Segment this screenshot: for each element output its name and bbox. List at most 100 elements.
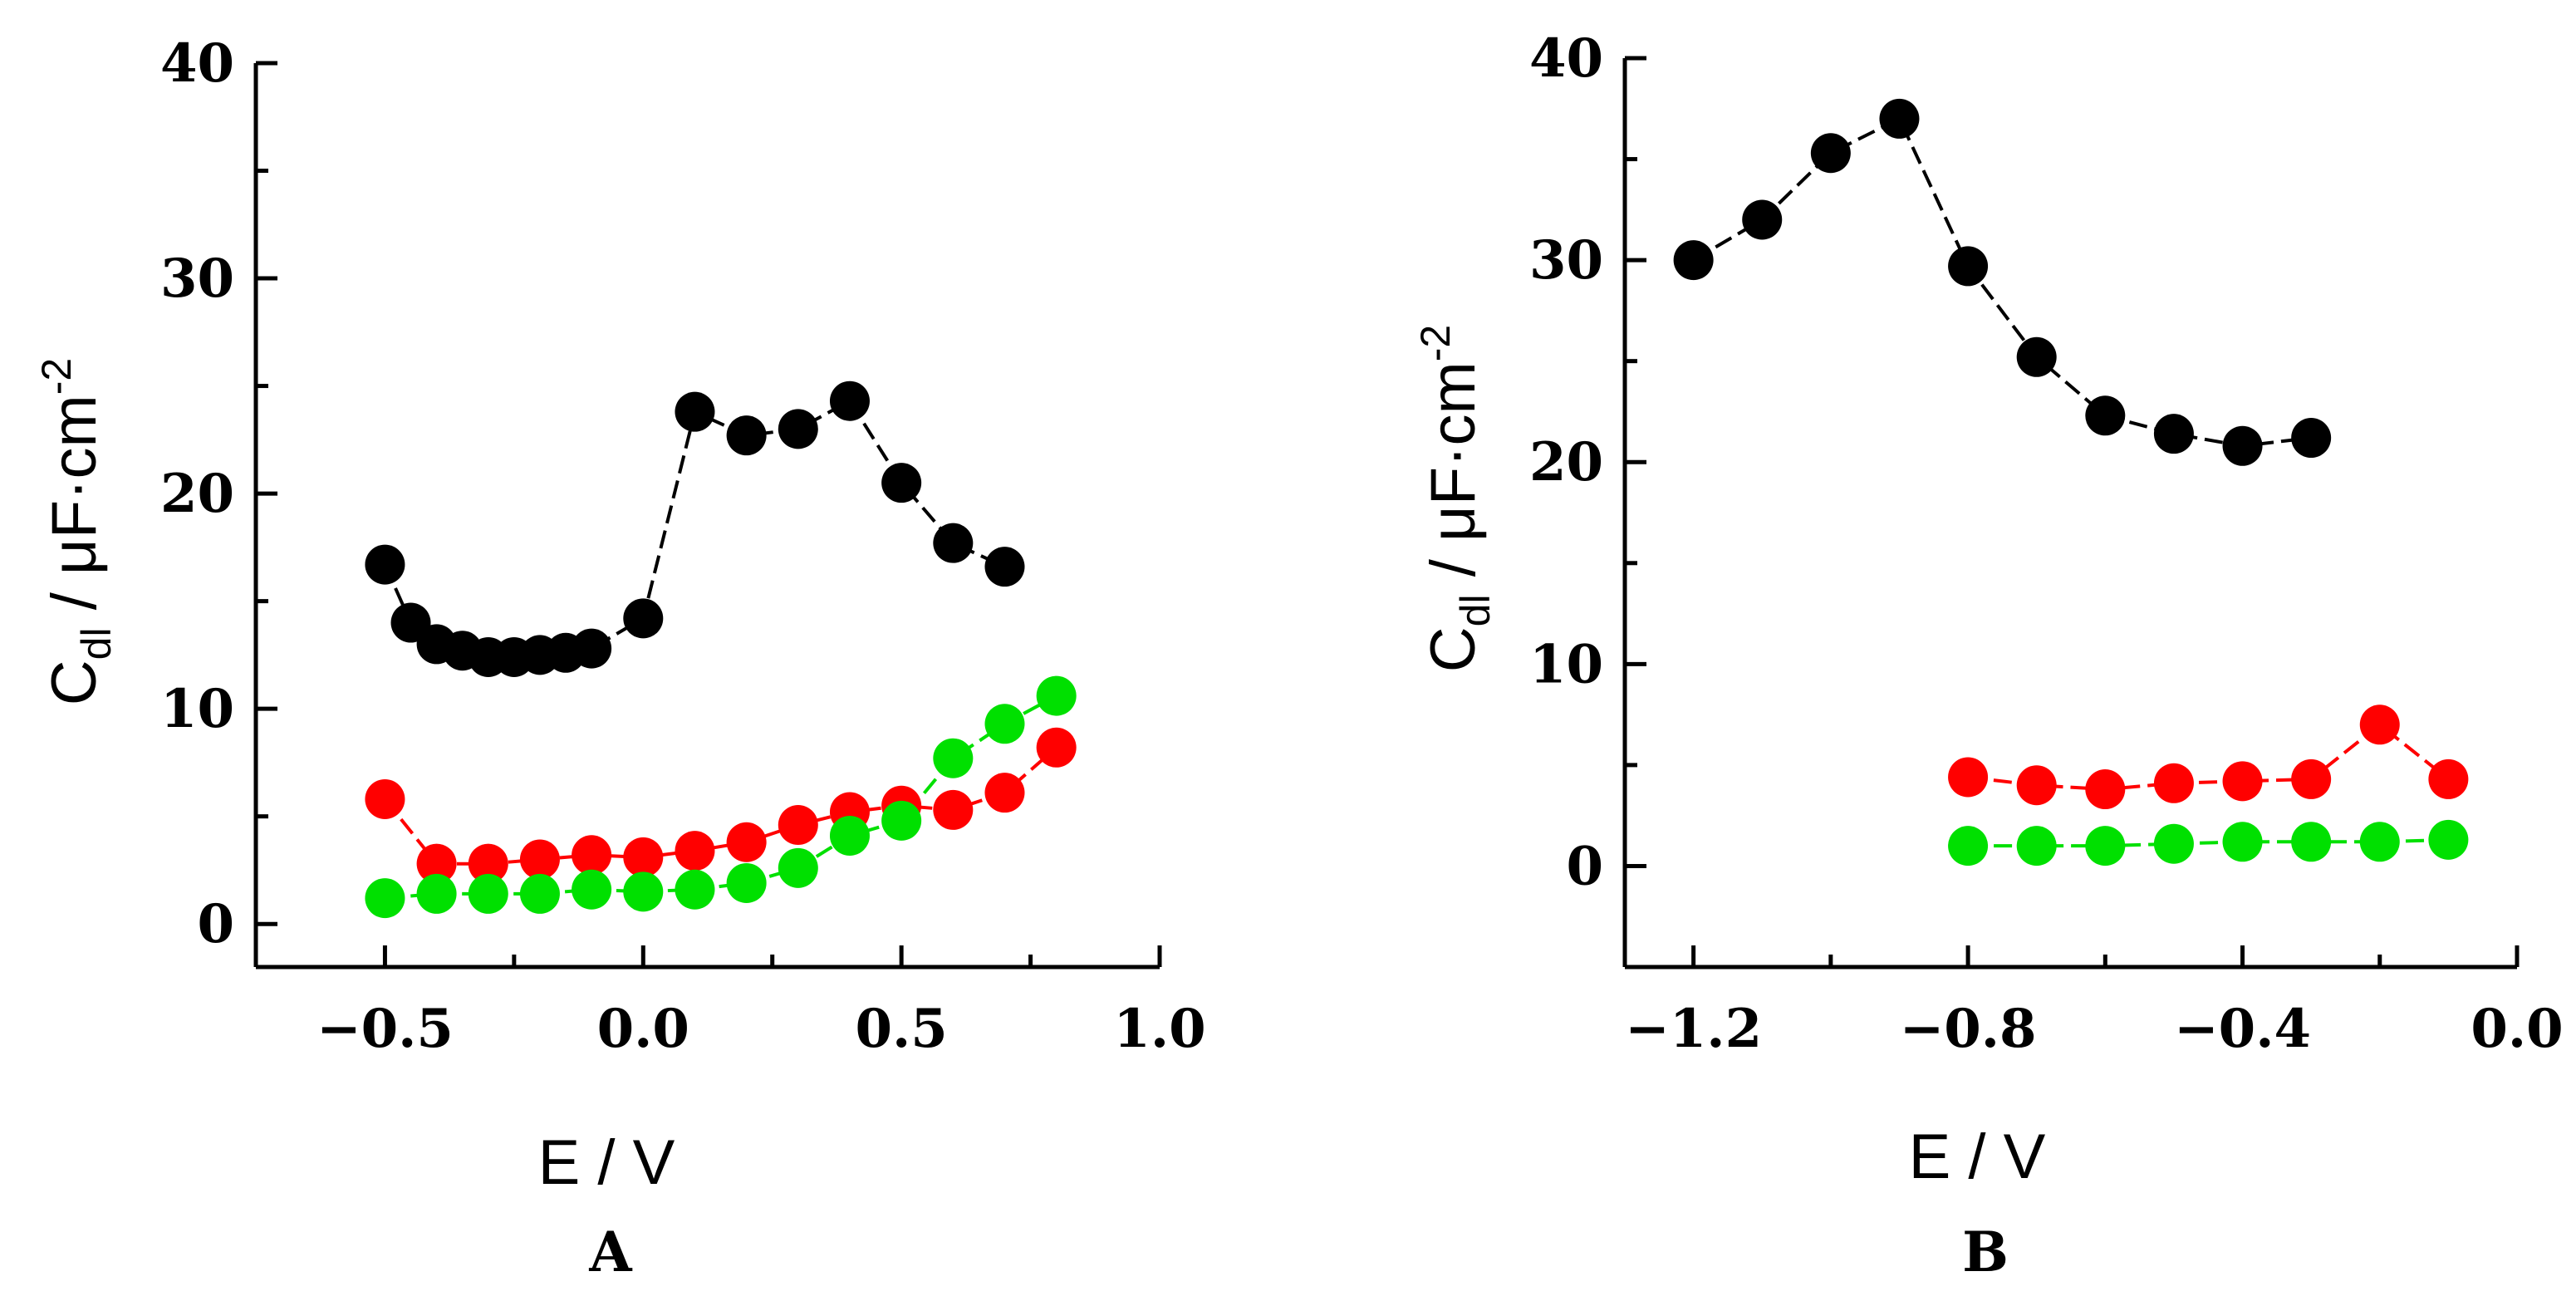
panel-b-data-point-green [2222, 822, 2263, 862]
panel-a-y-axis-title-main: C [39, 660, 110, 705]
panel-a-data-point-red [933, 789, 974, 830]
panel-a-data-point-red [675, 831, 715, 871]
panel-b-data-point-black [1742, 199, 1783, 240]
panel-b-data-point-green [2085, 826, 2126, 866]
panel-b-data-point-red [2291, 758, 2332, 799]
panel-b-y-tick-label: 40 [1529, 27, 1603, 90]
panel-b-chart: 0 10 20 30 40 −1.2 −0.8 −0.4 0.0 E / V Cdl / μF·… [1412, 27, 2564, 1284]
panel-b-data-point-green [2291, 822, 2332, 862]
panel-a-x-tick-label: 1.0 [1113, 998, 1205, 1060]
panel-b-y-axis-title-unit: / μF·cm [1418, 361, 1489, 594]
panel-a-data-point-black [623, 598, 664, 639]
panel-a-data-point-red [726, 822, 767, 862]
panel-b-data-point-red [2359, 704, 2400, 745]
panel-a-data-point-green [468, 873, 508, 914]
panel-b-y-tick-label: 20 [1529, 431, 1603, 493]
panel-a-chart: 0 10 20 30 40 −0.5 0.0 0.5 1.0 E / V Cdl / μF·cm… [33, 32, 1206, 1284]
panel-b-data-point-black [1810, 133, 1851, 174]
panel-a-data-point-red [519, 839, 560, 880]
panel-a-data-point-red [623, 837, 664, 877]
panel-b-data-point-red [2222, 761, 2263, 802]
panel-b-x-axis-title: E / V [1909, 1122, 2046, 1192]
panel-a-data-point-green [519, 873, 560, 914]
panel-b-y-axis-title-main: C [1418, 626, 1489, 672]
panel-a-data-point-green [829, 815, 870, 856]
panel-a-data-point-black [933, 523, 974, 563]
panel-b-label: B [1962, 1220, 2009, 1284]
panel-a-data-point-red [778, 805, 818, 846]
panel-a-data-point-red [1036, 727, 1077, 768]
panel-b-data-point-red [1948, 757, 1989, 798]
panel-b-x-tick-label: −0.4 [2174, 998, 2311, 1060]
panel-a-data-point-red [416, 843, 457, 884]
panel-a-label: A [588, 1220, 632, 1284]
panel-a-x-axis-title: E / V [538, 1127, 675, 1198]
panel-a-data-point-green [623, 871, 664, 912]
panel-a-data-point-black [984, 547, 1025, 587]
panel-a-y-axis-title: Cdl / μF·cm-2 [33, 358, 120, 705]
panel-a-data-point-black [675, 391, 715, 432]
panel-b-y-axis-title-sup: -2 [1412, 325, 1459, 361]
panel-b-y-axis-title: Cdl / μF·cm-2 [1412, 325, 1499, 672]
panel-a-data-point-red [572, 835, 612, 876]
panel-a-y-tick-label: 0 [197, 893, 234, 955]
panel-a-data-point-black [829, 380, 870, 421]
panel-a-data-point-green [984, 704, 1025, 744]
panel-b-data-point-green [2016, 826, 2057, 866]
panel-a-data-point-green [572, 869, 612, 910]
panel-a-axes: 0 10 20 30 40 −0.5 0.0 0.5 1.0 [160, 32, 1206, 1060]
panel-a-data-point-green [675, 869, 715, 910]
panel-b-data-point-red [2016, 765, 2057, 806]
panel-a-data-point-black [365, 544, 405, 585]
panel-a-data-point-black [726, 415, 767, 456]
panel-a-data-point-black [778, 409, 818, 449]
panel-b-data-point-black [1879, 98, 1920, 139]
panel-a-x-tick-label: 0.5 [855, 998, 947, 1060]
panel-a-data-point-green [881, 800, 922, 841]
panel-b-x-tick-label: −1.2 [1625, 998, 1762, 1060]
panel-a-data-point-green [416, 873, 457, 914]
panel-b-data-point-green [2153, 823, 2194, 864]
panel-a-plot-area [365, 380, 1077, 919]
panel-b-data-point-red [2085, 769, 2126, 810]
panel-a-x-tick-label: −0.5 [316, 998, 454, 1060]
panel-b-data-point-black [2222, 425, 2263, 466]
panel-a-y-tick-label: 40 [160, 32, 234, 95]
panel-a-data-point-red [468, 843, 508, 884]
panel-b-data-point-black [2291, 418, 2332, 459]
panel-b-data-point-green [2359, 822, 2400, 862]
panel-a-data-point-green [726, 862, 767, 903]
panel-b-y-axis-title-sub: dl [1452, 594, 1499, 626]
panel-b-data-point-green [1948, 826, 1989, 866]
panel-b-data-point-black [1948, 246, 1989, 287]
panel-a-data-point-black [572, 628, 612, 669]
panel-b-data-point-red [2153, 763, 2194, 803]
panel-b-plot-area [1673, 98, 2469, 866]
panel-a-data-point-black [881, 463, 922, 503]
panel-a-y-tick-label: 20 [160, 463, 234, 525]
panel-a-y-tick-label: 10 [160, 678, 234, 740]
panel-a-x-tick-label: 0.0 [597, 998, 689, 1060]
panel-a-data-point-green [1036, 675, 1077, 716]
panel-a-y-tick-label: 30 [160, 248, 234, 310]
panel-b-data-point-black [2153, 414, 2194, 454]
panel-b-y-tick-label: 10 [1529, 633, 1603, 695]
panel-b-series-line-black [1692, 116, 2312, 448]
panel-b-data-point-black [1673, 240, 1714, 281]
panel-a-y-axis-title-sup: -2 [33, 358, 80, 395]
panel-b-data-point-green [2428, 819, 2469, 860]
panel-b-data-point-black [2085, 395, 2126, 436]
panel-a-data-point-green [778, 847, 818, 888]
panel-a-y-axis-title-sub: dl [73, 627, 120, 660]
panel-b-x-tick-label: −0.8 [1900, 998, 2037, 1060]
panel-b-x-tick-label: 0.0 [2471, 998, 2563, 1060]
panel-a-data-point-green [365, 878, 405, 919]
panel-b-data-point-red [2428, 758, 2469, 799]
panel-b-y-tick-label: 0 [1566, 835, 1603, 897]
panel-a-data-point-red [365, 778, 405, 819]
panel-a-data-point-green [933, 738, 974, 778]
panel-a-data-point-red [984, 773, 1025, 813]
panel-b-y-tick-label: 30 [1529, 229, 1603, 292]
panel-b-axes: 0 10 20 30 40 −1.2 −0.8 −0.4 0.0 [1529, 27, 2564, 1060]
